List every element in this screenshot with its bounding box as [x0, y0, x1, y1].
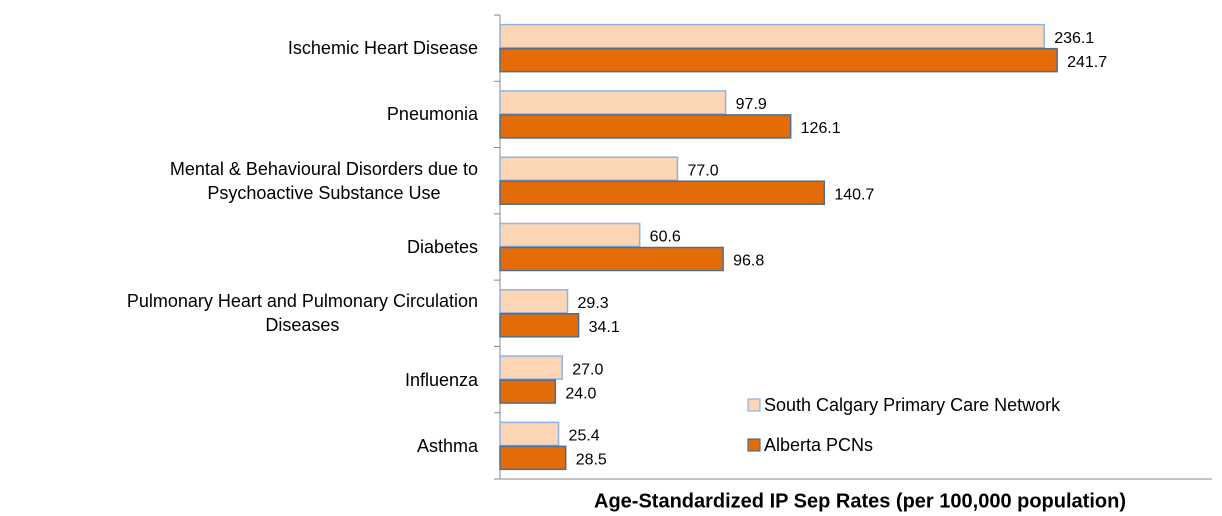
data-label: 140.7	[834, 186, 874, 203]
category-label-box: Pulmonary Heart and Pulmonary Circulatio…	[127, 289, 478, 337]
bar	[499, 114, 792, 139]
legend-swatch	[747, 438, 761, 452]
data-label: 97.9	[736, 96, 767, 113]
y-tick-label: Mental & Behavioural Disorders due to Ps…	[169, 158, 478, 203]
bar	[499, 90, 727, 115]
category-label-box: Diabetes	[407, 235, 478, 259]
bar	[499, 289, 569, 314]
data-label: 34.1	[589, 319, 620, 336]
y-tick-label: Asthma	[416, 435, 478, 456]
category-label-box: Ischemic Heart Disease	[288, 36, 478, 60]
data-label: 236.1	[1054, 30, 1094, 47]
legend-swatch	[747, 398, 761, 412]
bar	[499, 156, 679, 181]
y-tick-label: Influenza	[404, 369, 478, 390]
legend-label: South Calgary Primary Care Network	[764, 395, 1061, 415]
bar	[499, 313, 580, 338]
data-label: 96.8	[733, 253, 764, 270]
category-label-box: Asthma	[417, 434, 478, 458]
category-label-box: Pneumonia	[387, 102, 478, 126]
data-label: 28.5	[576, 452, 607, 469]
x-axis-title: Age-Standardized IP Sep Rates (per 100,0…	[594, 490, 1126, 512]
bar	[499, 180, 826, 205]
bar	[499, 47, 1058, 73]
category-label-box: Influenza	[405, 368, 478, 392]
category-label-box: Mental & Behavioural Disorders due to Ps…	[170, 157, 478, 205]
legend-label: Alberta PCNs	[764, 435, 873, 455]
y-tick-label: Diabetes	[406, 237, 478, 257]
data-label: 24.0	[565, 385, 596, 402]
data-label: 25.4	[569, 428, 600, 445]
y-tick-label: Pulmonary Heart and Pulmonary Circulatio…	[126, 291, 478, 336]
bar	[499, 379, 557, 404]
bar	[499, 23, 1045, 49]
data-label: 29.3	[578, 295, 609, 312]
bar	[499, 246, 724, 272]
bar	[499, 355, 563, 380]
y-tick-label: Ischemic Heart Disease	[287, 38, 478, 59]
bar	[499, 222, 641, 248]
data-label: 27.0	[572, 361, 603, 378]
bar	[499, 421, 560, 447]
y-tick-label: Pneumonia	[386, 104, 478, 125]
data-label: 60.6	[650, 229, 681, 246]
data-label: 77.0	[687, 162, 718, 179]
data-label: 126.1	[801, 120, 841, 137]
data-label: 241.7	[1067, 54, 1107, 71]
bar	[499, 445, 567, 471]
